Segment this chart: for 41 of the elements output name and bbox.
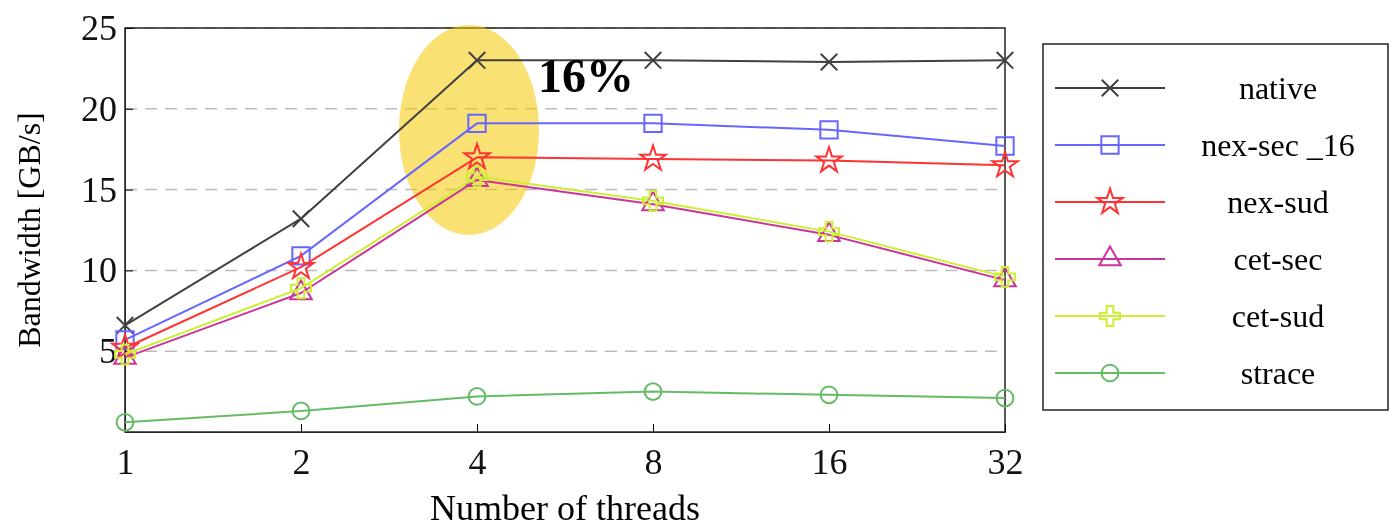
point	[463, 142, 491, 170]
point	[643, 51, 663, 70]
y-tick-label: 25	[81, 8, 117, 49]
point	[815, 146, 843, 173]
legend-label: strace	[1240, 355, 1316, 391]
legend-label: nex-sud	[1227, 184, 1329, 220]
legend-label: cet-sud	[1231, 298, 1325, 334]
y-axis-title: Bandwidth [GB/s]	[11, 112, 47, 348]
x-axis-title: Number of threads	[430, 488, 700, 526]
legend-label: cet-sec	[1233, 241, 1323, 277]
y-tick-label: 20	[81, 88, 117, 129]
point	[819, 120, 839, 140]
point	[643, 113, 663, 134]
x-tick-label: 2	[292, 441, 311, 482]
point	[995, 388, 1015, 408]
annotation: 16%	[538, 49, 634, 102]
point	[991, 151, 1019, 178]
y-tick-label: 10	[81, 250, 117, 291]
point	[637, 142, 669, 173]
point	[643, 382, 663, 401]
x-tick-label: 16	[811, 441, 848, 482]
point	[291, 401, 311, 421]
point	[285, 250, 317, 281]
legend-label: native	[1238, 70, 1318, 106]
point	[467, 387, 487, 406]
x-tick-label: 1	[116, 441, 135, 482]
legend-label: nex-sec _16	[1201, 127, 1355, 163]
y-tick-label: 5	[99, 331, 117, 372]
point	[819, 385, 839, 405]
point	[115, 412, 135, 432]
point	[467, 51, 487, 70]
point	[115, 316, 135, 335]
point	[467, 113, 487, 134]
y-tick-label: 15	[81, 169, 117, 210]
point	[291, 209, 311, 228]
x-tick-label: 4	[468, 441, 487, 482]
point	[995, 136, 1015, 156]
point	[819, 52, 839, 72]
point	[995, 51, 1015, 70]
x-tick-label: 8	[644, 441, 663, 482]
x-tick-label: 32	[987, 441, 1024, 482]
